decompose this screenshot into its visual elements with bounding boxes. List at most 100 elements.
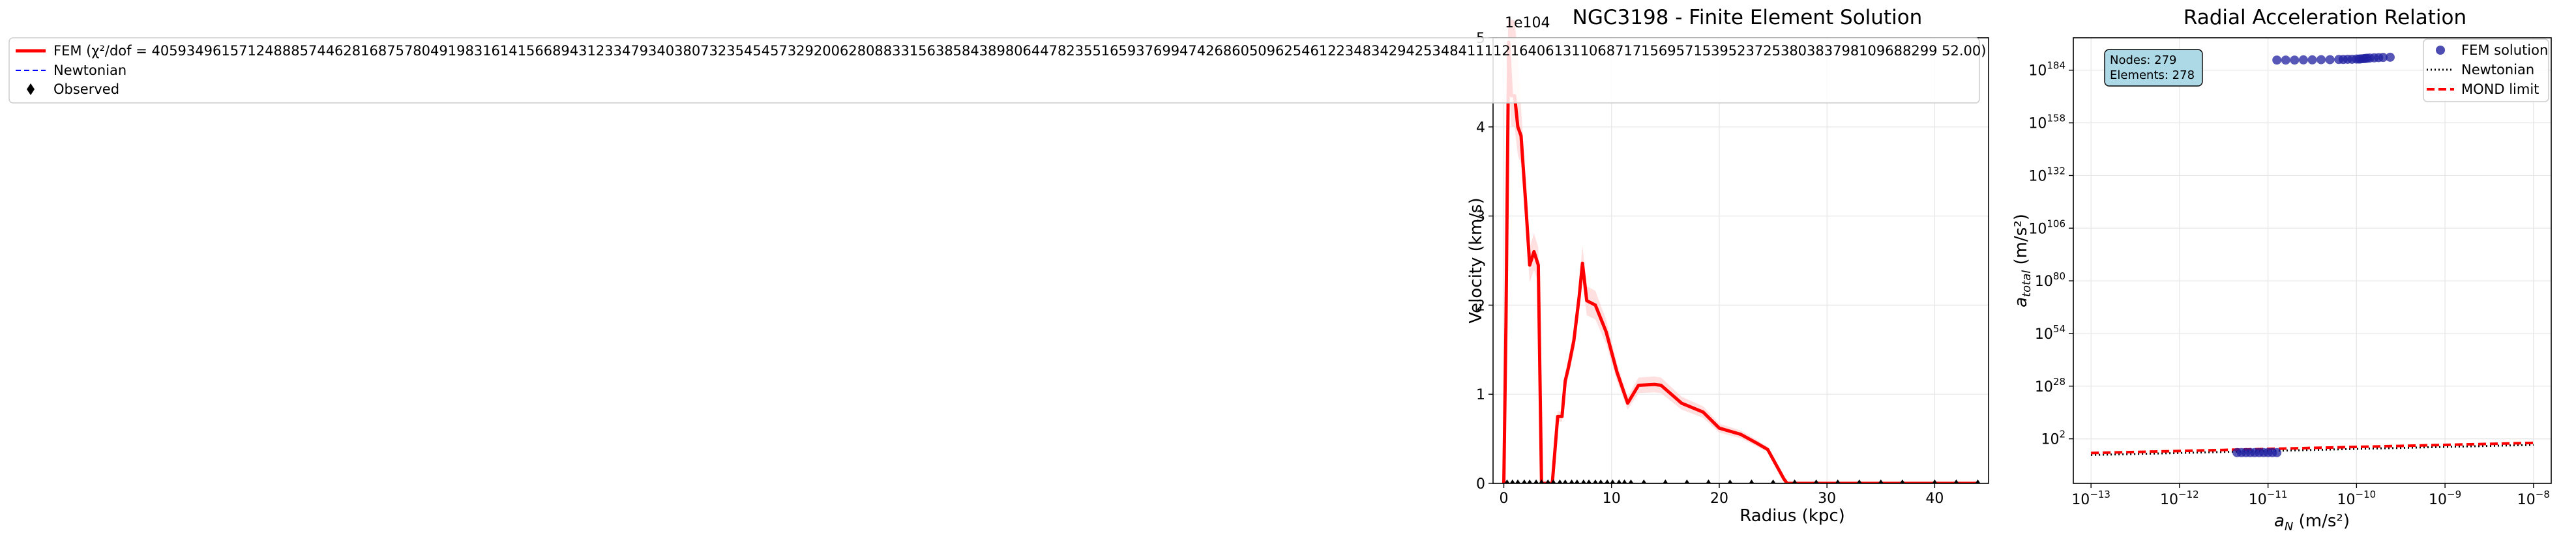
observed-point — [1628, 479, 1634, 483]
observed-point — [1706, 479, 1711, 483]
velocity-x-tick-label: 10 — [1603, 491, 1621, 507]
rar-x-tick-label: 10−10 — [2337, 489, 2376, 508]
rar-x-tick-label: 10−8 — [2517, 489, 2550, 508]
velocity-y-tick-label: 3 — [1476, 209, 1485, 225]
observed-point — [1533, 479, 1539, 483]
rar-legend-newtonian-label: Newtonian — [2461, 62, 2534, 78]
rar-panel-title: Radial Acceleration Relation — [2184, 6, 2466, 29]
velocity-y-tick-label: 1 — [1476, 387, 1485, 403]
observed-point — [1545, 479, 1551, 483]
observed-point — [1586, 479, 1592, 483]
rar-legend-box — [2423, 38, 2549, 102]
observed-point — [1580, 479, 1586, 483]
rar-y-tick-label: 10132 — [2028, 165, 2065, 184]
rar-fem-point — [2307, 55, 2317, 64]
rar-x-tick-label: 10−9 — [2429, 489, 2461, 508]
rar-x-tick-label: 10−12 — [2160, 489, 2199, 508]
rar-fem-point — [2290, 55, 2300, 65]
rar-legend: FEM solution Newtonian MOND limit — [2423, 38, 2549, 102]
rar-mond-line — [2091, 441, 2534, 455]
observed-point — [1598, 479, 1604, 483]
legend-observed-label: Observed — [53, 81, 119, 97]
rar-legend-mond-label: MOND limit — [2461, 81, 2539, 97]
rar-annotation-elements: Elements: 278 — [2110, 68, 2195, 82]
rar-panel-ticks: 10−13 10−12 10−11 10−10 10−9 10−8 102 1028 1054 1… — [2028, 60, 2550, 508]
rar-panel-xlabel: aN (m/s²) — [2274, 511, 2350, 534]
observed-point — [1953, 479, 1959, 483]
observed-point — [1792, 479, 1798, 483]
observed-point — [1592, 479, 1598, 483]
legend-observed-marker — [27, 83, 35, 95]
velocity-panel-legend: FEM (χ²/dof = 40593496157124888574462816… — [8, 37, 1986, 104]
observed-point — [1515, 479, 1520, 483]
observed-point — [1574, 479, 1580, 483]
observed-point — [1749, 479, 1754, 483]
observed-point — [1899, 479, 1905, 483]
rar-newtonian-line — [2091, 444, 2534, 456]
rar-fem-point — [2385, 52, 2395, 62]
observed-point — [1509, 479, 1515, 483]
observed-point — [1557, 479, 1563, 483]
velocity-panel-series — [1502, 18, 1981, 483]
rar-fem-point — [2378, 53, 2388, 63]
rar-annotation-nodes: Nodes: 279 — [2110, 53, 2177, 67]
observed-point — [1835, 479, 1841, 483]
rar-fem-point — [2317, 55, 2326, 64]
legend-newtonian-label: Newtonian — [53, 63, 126, 78]
velocity-panel: NGC3198 - Finite Element Solution 0 10 20 3… — [1466, 6, 1989, 526]
fem-line — [1502, 40, 1978, 483]
rar-legend-fem-marker — [2436, 46, 2445, 55]
rar-fem-point — [2272, 55, 2282, 65]
legend-fem-label: FEM (χ²/dof = 40593496157124888574462816… — [53, 43, 1986, 59]
observed-point — [1663, 479, 1668, 483]
rar-y-tick-label: 10184 — [2028, 60, 2065, 79]
rar-fem-point — [2272, 448, 2282, 457]
velocity-y-tick-label: 2 — [1476, 298, 1485, 314]
observed-point — [1539, 479, 1545, 483]
observed-point — [1878, 479, 1884, 483]
velocity-x-tick-label: 20 — [1710, 491, 1728, 507]
rar-y-tick-label: 1054 — [2035, 323, 2065, 343]
observed-point — [1770, 479, 1776, 483]
observed-point — [1616, 479, 1622, 483]
observed-point — [1550, 479, 1556, 483]
observed-point — [1610, 479, 1616, 483]
observed-point — [1562, 479, 1568, 483]
velocity-panel-ylabel: Velocity (km/s) — [1466, 197, 1486, 323]
velocity-y-tick-label: 0 — [1476, 476, 1485, 492]
rar-panel-frame — [2073, 37, 2552, 484]
velocity-panel-xlabel: Radius (kpc) — [1740, 506, 1845, 526]
rar-y-tick-label: 1028 — [2035, 376, 2065, 395]
observed-point — [1813, 479, 1819, 483]
velocity-panel-y-multiplier: 1e104 — [1505, 15, 1550, 31]
rar-annotation: Nodes: 279 Elements: 278 — [2104, 49, 2203, 87]
observed-point — [1521, 479, 1527, 483]
rar-y-tick-label: 102 — [2041, 429, 2065, 448]
rar-annotation-box — [2104, 49, 2203, 87]
rar-y-tick-label: 10158 — [2028, 113, 2065, 132]
observed-point — [1621, 479, 1627, 483]
velocity-panel-title: NGC3198 - Finite Element Solution — [1573, 6, 1923, 29]
observed-point — [1569, 479, 1575, 483]
velocity-x-tick-label: 0 — [1500, 491, 1509, 507]
observed-point — [1727, 479, 1733, 483]
velocity-x-tick-label: 30 — [1818, 491, 1836, 507]
rar-fem-point — [2281, 55, 2290, 65]
observed-point — [1856, 479, 1862, 483]
observed-point — [1605, 479, 1610, 483]
rar-fem-point — [2298, 55, 2308, 64]
rar-y-tick-label: 1080 — [2035, 270, 2065, 290]
velocity-y-tick-label: 4 — [1476, 120, 1485, 136]
observed-point — [1932, 479, 1938, 483]
rar-x-tick-label: 10−13 — [2071, 489, 2110, 508]
rar-fem-point — [2325, 55, 2335, 64]
rar-x-tick-label: 10−11 — [2249, 489, 2288, 508]
rar-legend-fem-label: FEM solution — [2461, 42, 2548, 58]
legend-box — [8, 37, 1980, 104]
rar-panel-series — [2091, 52, 2534, 457]
rar-panel: Radial Acceleration Relation 10−13 10−12 1… — [2011, 6, 2552, 534]
rar-panel-ylabel: atotal (m/s²) — [2011, 214, 2034, 307]
velocity-x-tick-label: 40 — [1925, 491, 1944, 507]
observed-point — [1684, 479, 1690, 483]
